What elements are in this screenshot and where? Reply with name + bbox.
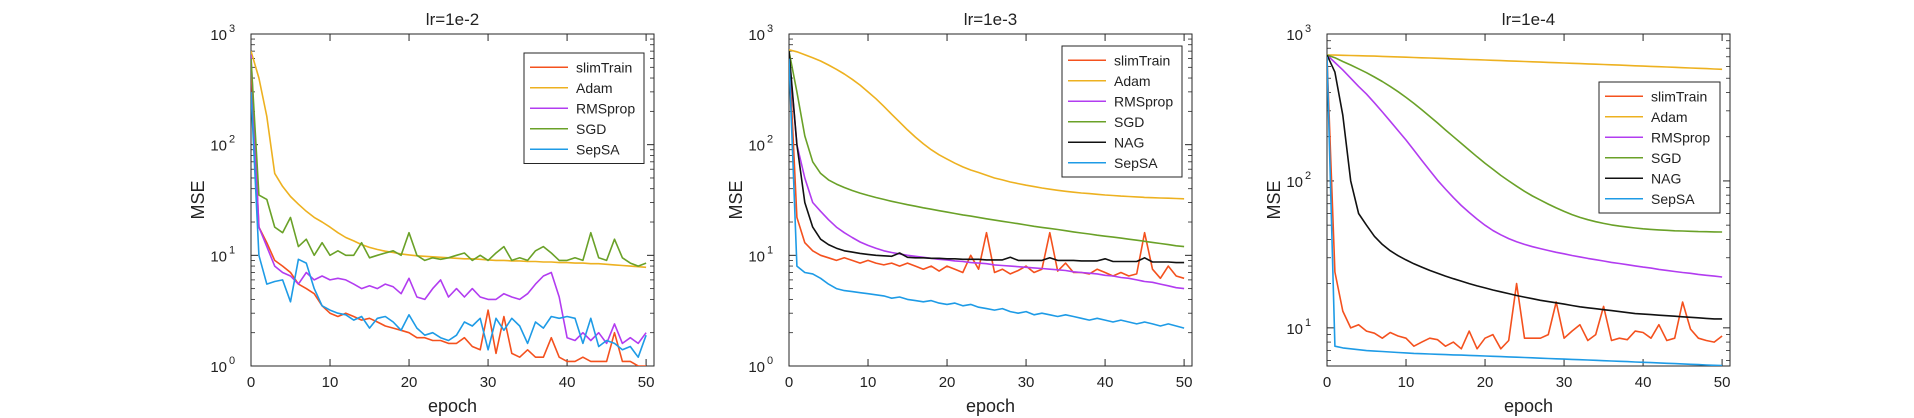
legend-entry: SepSA xyxy=(1651,191,1695,207)
x-tick-label: 50 xyxy=(1714,374,1731,391)
y-tick-exponent: 1 xyxy=(229,244,235,256)
legend-entry: slimTrain xyxy=(1651,88,1707,104)
legend-entry: RMSprop xyxy=(576,100,635,116)
series-line-slimtrain xyxy=(789,51,1185,280)
y-tick-exponent: 1 xyxy=(767,244,773,256)
x-tick-label: 30 xyxy=(1018,374,1035,391)
x-tick-label: 30 xyxy=(480,374,497,391)
series-line-rmsprop xyxy=(789,54,1185,290)
x-tick-label: 30 xyxy=(1556,374,1573,391)
y-axis-label: MSE xyxy=(188,180,208,219)
series-line-slimtrain xyxy=(251,67,647,366)
legend-entry: SGD xyxy=(1114,114,1144,130)
legend-entry: SGD xyxy=(576,121,606,137)
y-tick-exponent: 1 xyxy=(1305,317,1311,329)
legend-entry: Adam xyxy=(1114,73,1151,89)
chart-title: lr=1e-3 xyxy=(964,10,1017,29)
series-line-nag xyxy=(789,51,1185,264)
legend-entry: RMSprop xyxy=(1651,129,1710,145)
y-tick-exponent: 0 xyxy=(229,355,235,367)
x-tick-label: 10 xyxy=(860,374,877,391)
chart-title: lr=1e-2 xyxy=(426,10,479,29)
y-tick-label: 10 xyxy=(748,248,765,265)
legend: slimTrain Adam RMSprop SGD SepSA xyxy=(523,52,645,164)
x-tick-label: 0 xyxy=(785,374,793,391)
x-tick-label: 20 xyxy=(401,374,418,391)
legend-entry: Adam xyxy=(1651,109,1688,125)
x-tick-label: 0 xyxy=(1323,374,1331,391)
legend-entry: NAG xyxy=(1651,170,1681,186)
legend-entry: NAG xyxy=(1114,134,1144,150)
series-line-sepsa xyxy=(1327,56,1723,366)
x-tick-label: 40 xyxy=(559,374,576,391)
y-tick-exponent: 2 xyxy=(767,134,773,146)
y-axis-label: MSE xyxy=(1264,180,1284,219)
x-tick-label: 10 xyxy=(1398,374,1415,391)
y-tick-exponent: 3 xyxy=(1305,23,1311,35)
y-axis-label: MSE xyxy=(726,180,746,219)
x-axis-label: epoch xyxy=(428,396,477,416)
x-axis-label: epoch xyxy=(966,396,1015,416)
series-line-sgd xyxy=(251,58,647,267)
legend-entry: RMSprop xyxy=(1114,93,1173,109)
y-tick-label: 10 xyxy=(1286,174,1303,191)
series-line-sgd xyxy=(1327,54,1723,233)
x-tick-label: 10 xyxy=(322,374,339,391)
legend-entry: slimTrain xyxy=(576,59,632,75)
y-tick-label: 10 xyxy=(210,138,227,155)
chart-panel-2: 10 010 110 210 30 10 20 30 40 50lr=1e-3epochMSEsl… xyxy=(726,10,1193,416)
series-line-rmsprop xyxy=(1327,54,1723,278)
y-tick-exponent: 2 xyxy=(1305,170,1311,182)
y-tick-label: 10 xyxy=(748,138,765,155)
legend-entry: slimTrain xyxy=(1114,52,1170,68)
y-tick-label: 10 xyxy=(1286,27,1303,44)
y-tick-label: 10 xyxy=(210,248,227,265)
legend: slimTrain Adam RMSprop SGD NAG SepSA xyxy=(1061,45,1183,178)
chart-title: lr=1e-4 xyxy=(1502,10,1555,29)
chart-panel-1: 10 010 110 210 30 10 20 30 40 50lr=1e-2epochMSEsl… xyxy=(188,10,655,416)
x-tick-label: 50 xyxy=(1176,374,1193,391)
x-axis-label: epoch xyxy=(1504,396,1553,416)
x-tick-label: 50 xyxy=(638,374,655,391)
series-line-adam xyxy=(789,49,1185,200)
chart-panel-3: 10 110 210 30 10 20 30 40 50lr=1e-4epochMSEslimT… xyxy=(1264,10,1731,416)
y-tick-exponent: 3 xyxy=(229,23,235,35)
legend-entry: Adam xyxy=(576,80,613,96)
y-tick-exponent: 3 xyxy=(767,23,773,35)
series-line-nag xyxy=(1327,54,1723,320)
x-tick-label: 20 xyxy=(939,374,956,391)
legend-entry: SGD xyxy=(1651,150,1681,166)
legend-entry: SepSA xyxy=(576,141,620,157)
legend: slimTrain Adam RMSprop SGD NAG SepSA xyxy=(1598,81,1721,214)
x-tick-label: 40 xyxy=(1097,374,1114,391)
series-line-sgd xyxy=(789,50,1185,248)
series-line-sepsa xyxy=(789,58,1185,329)
legend-entry: SepSA xyxy=(1114,155,1158,171)
y-tick-exponent: 2 xyxy=(229,134,235,146)
y-tick-label: 10 xyxy=(210,27,227,44)
x-tick-label: 20 xyxy=(1477,374,1494,391)
y-tick-exponent: 0 xyxy=(767,355,773,367)
x-tick-label: 0 xyxy=(247,374,255,391)
x-tick-label: 40 xyxy=(1635,374,1652,391)
series-line-sepsa xyxy=(251,91,647,359)
series-line-slimtrain xyxy=(1327,56,1723,350)
series-line-adam xyxy=(1327,54,1723,71)
y-tick-label: 10 xyxy=(210,359,227,376)
y-tick-label: 10 xyxy=(1286,321,1303,338)
y-tick-label: 10 xyxy=(748,359,765,376)
y-tick-label: 10 xyxy=(748,27,765,44)
